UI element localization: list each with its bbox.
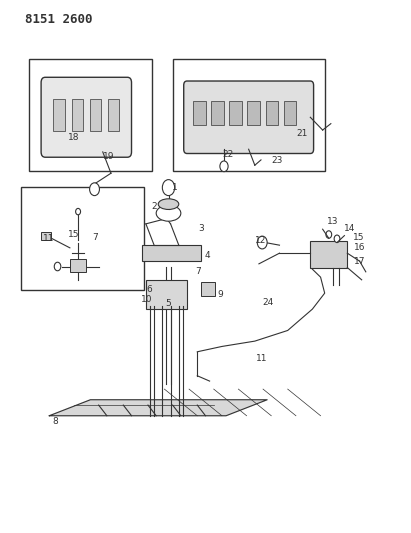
Circle shape bbox=[54, 262, 61, 271]
Text: 8151 2600: 8151 2600 bbox=[25, 13, 92, 26]
Circle shape bbox=[334, 235, 340, 243]
Text: 22: 22 bbox=[222, 150, 233, 159]
Text: 11: 11 bbox=[256, 354, 267, 362]
Bar bbox=[29, 59, 152, 171]
Bar bbox=[146, 280, 187, 309]
Bar bbox=[201, 282, 215, 296]
Text: 18: 18 bbox=[68, 133, 79, 142]
Bar bbox=[108, 99, 119, 131]
Text: 16: 16 bbox=[354, 244, 366, 252]
Text: 24: 24 bbox=[262, 298, 273, 307]
Bar bbox=[284, 101, 296, 125]
FancyBboxPatch shape bbox=[41, 77, 132, 157]
Bar bbox=[247, 101, 260, 125]
Text: 11: 11 bbox=[43, 234, 55, 243]
Bar bbox=[41, 232, 51, 240]
Ellipse shape bbox=[156, 205, 181, 221]
Bar bbox=[21, 187, 144, 290]
Text: 2: 2 bbox=[151, 203, 157, 211]
Text: 8: 8 bbox=[53, 417, 58, 425]
Text: 21: 21 bbox=[296, 129, 307, 138]
FancyBboxPatch shape bbox=[184, 81, 314, 154]
Text: 5: 5 bbox=[166, 300, 171, 308]
Circle shape bbox=[257, 236, 267, 249]
Polygon shape bbox=[49, 400, 267, 416]
Bar bbox=[173, 59, 325, 171]
Bar bbox=[310, 241, 347, 268]
Text: 7: 7 bbox=[92, 233, 98, 241]
Text: 17: 17 bbox=[354, 257, 366, 265]
Text: 9: 9 bbox=[218, 290, 224, 298]
Circle shape bbox=[220, 161, 228, 172]
Bar bbox=[53, 99, 65, 131]
Text: 15: 15 bbox=[353, 233, 364, 241]
Bar bbox=[211, 101, 224, 125]
Circle shape bbox=[326, 231, 332, 238]
Bar bbox=[193, 101, 206, 125]
Text: 4: 4 bbox=[205, 252, 210, 260]
Bar bbox=[266, 101, 278, 125]
Bar bbox=[229, 101, 242, 125]
Text: 6: 6 bbox=[146, 286, 152, 294]
Ellipse shape bbox=[158, 199, 179, 209]
Circle shape bbox=[76, 208, 81, 215]
Bar bbox=[142, 245, 201, 261]
Circle shape bbox=[162, 180, 175, 196]
Text: 23: 23 bbox=[271, 157, 283, 165]
Text: 15: 15 bbox=[68, 230, 79, 239]
Text: 14: 14 bbox=[344, 224, 355, 232]
Text: 3: 3 bbox=[198, 224, 204, 232]
Text: 7: 7 bbox=[195, 268, 201, 276]
Text: 10: 10 bbox=[141, 295, 152, 303]
Bar bbox=[90, 99, 101, 131]
Bar bbox=[70, 259, 86, 272]
Text: 12: 12 bbox=[255, 237, 266, 245]
Text: 13: 13 bbox=[327, 217, 338, 225]
Text: 1: 1 bbox=[172, 183, 178, 192]
Text: 19: 19 bbox=[103, 152, 114, 161]
Circle shape bbox=[90, 183, 99, 196]
Bar bbox=[72, 99, 83, 131]
